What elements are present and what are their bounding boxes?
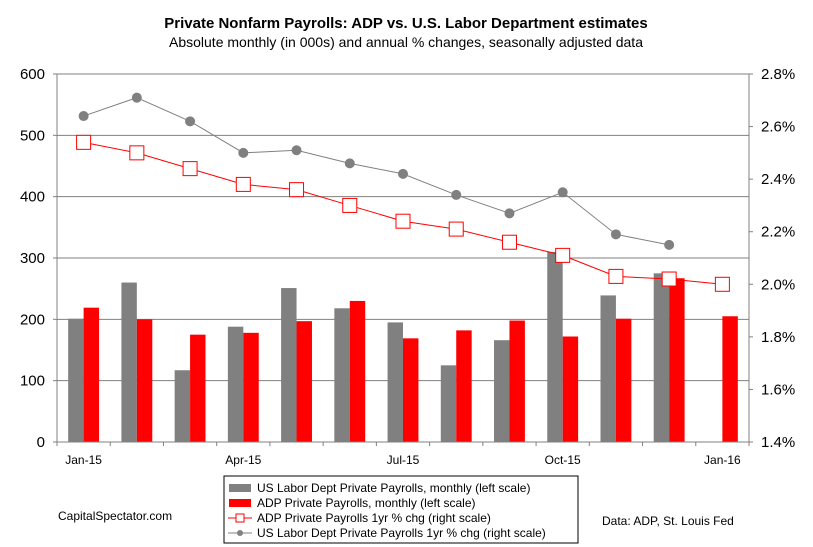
point-adp-yoy <box>501 234 517 250</box>
legend: US Labor Dept Private Payrolls, monthly … <box>223 475 579 544</box>
left-tick-label: 400 <box>20 189 45 206</box>
left-tick-label: 300 <box>20 250 45 267</box>
line-us-labor-yoy <box>83 97 670 246</box>
left-tick-label: 0 <box>37 434 45 451</box>
bar-us-labor <box>653 273 670 442</box>
bar-us-labor <box>174 370 191 442</box>
left-tick-label: 200 <box>20 311 45 328</box>
x-tick-label: Jan-16 <box>704 453 741 467</box>
bar-adp <box>190 334 206 442</box>
legend-swatch <box>229 499 251 507</box>
x-tick-label: Oct-15 <box>545 453 581 467</box>
legend-marker <box>235 513 245 523</box>
point-us-labor-yoy <box>291 145 302 156</box>
point-us-labor-yoy <box>398 168 408 179</box>
point-us-labor-yoy <box>131 92 142 103</box>
point-adp-yoy <box>76 134 92 150</box>
lines <box>76 92 730 292</box>
legend-label: US Labor Dept Private Payrolls 1yr % chg… <box>257 526 546 540</box>
left-tick-label: 500 <box>20 127 45 144</box>
point-us-labor-yoy <box>451 189 462 200</box>
bar-adp <box>243 332 259 442</box>
right-tick-label: 2.4% <box>761 171 795 188</box>
data-source: Data: ADP, St. Louis Fed <box>602 514 734 528</box>
point-us-labor-yoy <box>557 187 568 198</box>
bar-us-labor <box>440 365 457 442</box>
bar-adp <box>669 278 685 442</box>
bar-adp <box>615 318 632 442</box>
point-us-labor-yoy <box>238 147 249 158</box>
legend-marker <box>237 530 243 536</box>
x-tick-label: Jul-15 <box>387 453 420 467</box>
point-us-labor-yoy <box>664 239 675 250</box>
point-adp-yoy <box>129 145 145 161</box>
right-tick-label: 2.6% <box>761 119 795 136</box>
bars <box>68 251 738 442</box>
point-adp-yoy <box>182 161 198 177</box>
chart-subtitle: Absolute monthly (in 000s) and annual % … <box>169 34 643 50</box>
bar-us-labor <box>68 318 84 442</box>
right-tick-label: 1.6% <box>761 381 795 398</box>
bar-us-labor <box>281 288 297 442</box>
bar-us-labor <box>547 251 563 442</box>
bar-adp <box>83 307 100 442</box>
point-adp-yoy <box>555 247 571 263</box>
bar-adp <box>456 330 472 442</box>
point-adp-yoy <box>661 271 677 287</box>
legend-label: US Labor Dept Private Payrolls, monthly … <box>257 481 530 495</box>
point-adp-yoy <box>714 276 730 292</box>
right-tick-label: 1.4% <box>761 434 795 451</box>
bar-adp <box>136 319 153 442</box>
bar-adp <box>722 316 738 442</box>
bar-us-labor <box>387 322 403 442</box>
source-credit: CapitalSpectator.com <box>58 509 172 523</box>
legend-label: ADP Private Payrolls 1yr % chg (right sc… <box>257 511 491 525</box>
x-tick-label: Jan-15 <box>65 453 102 467</box>
point-adp-yoy <box>608 268 624 284</box>
right-tick-label: 2.8% <box>761 66 795 83</box>
bar-adp <box>509 320 525 442</box>
right-tick-label: 2.2% <box>761 224 795 241</box>
bar-us-labor <box>600 295 616 442</box>
legend-swatch <box>229 484 251 492</box>
chart-title: Private Nonfarm Payrolls: ADP vs. U.S. L… <box>164 15 648 32</box>
point-us-labor-yoy <box>504 208 515 219</box>
left-tick-label: 100 <box>20 373 45 390</box>
bar-us-labor <box>227 326 244 442</box>
bar-us-labor <box>494 340 510 442</box>
legend-box <box>223 475 579 544</box>
point-us-labor-yoy <box>185 116 196 127</box>
bar-adp <box>349 300 366 442</box>
point-us-labor-yoy <box>610 229 621 240</box>
point-us-labor-yoy <box>78 111 89 122</box>
axes: 0 100 200 300 400 500 600 1.4% 1.6% 1.8% 2.0% 2.2% 2… <box>20 66 795 467</box>
x-tick-label: Apr-15 <box>225 453 261 467</box>
bar-adp <box>562 336 579 442</box>
bar-adp <box>296 321 312 442</box>
bar-us-labor <box>121 282 137 442</box>
bar-us-labor <box>334 308 350 442</box>
point-adp-yoy <box>235 176 251 192</box>
bar-adp <box>403 338 419 442</box>
point-adp-yoy <box>448 221 464 237</box>
right-tick-label: 1.8% <box>761 329 795 346</box>
right-tick-label: 2.0% <box>761 276 795 293</box>
point-adp-yoy <box>395 213 411 229</box>
legend-label: ADP Private Payrolls, monthly (left scal… <box>257 496 476 510</box>
line-adp-yoy <box>83 141 723 285</box>
gridlines <box>57 134 749 382</box>
point-adp-yoy <box>289 182 305 198</box>
point-adp-yoy <box>342 197 358 213</box>
point-us-labor-yoy <box>344 158 355 169</box>
left-tick-label: 600 <box>20 66 45 83</box>
